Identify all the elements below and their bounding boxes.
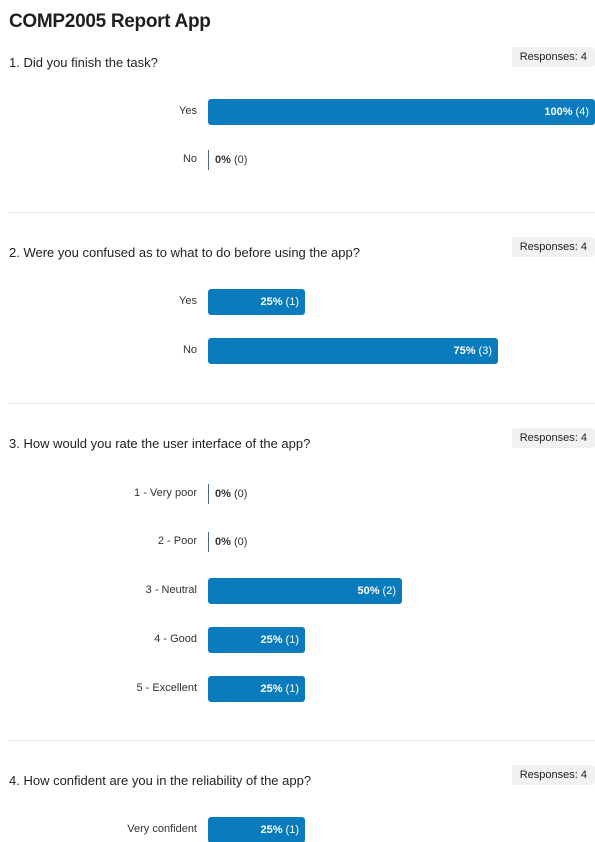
answer-bar: 75% (3): [208, 338, 498, 364]
question-section: 3. How would you rate the user interface…: [0, 428, 595, 702]
answer-count: (1): [285, 296, 299, 308]
answer-value: 25% (1): [260, 634, 299, 646]
section-divider: [9, 403, 595, 404]
question-title: 4. How confident are you in the reliabil…: [9, 773, 312, 788]
answer-row: Very confident 25% (1): [0, 817, 595, 842]
answer-value: 0% (0): [215, 154, 247, 166]
answer-percent: 0%: [215, 154, 231, 166]
answer-bar: [208, 484, 209, 504]
answer-count: (4): [575, 106, 589, 118]
answer-value: 0% (0): [215, 488, 247, 500]
answer-value: 25% (1): [260, 824, 299, 836]
answer-count: (1): [285, 634, 299, 646]
answer-count: (1): [285, 824, 299, 836]
answer-label: 4 - Good: [154, 633, 197, 645]
answer-bar: 50% (2): [208, 578, 402, 604]
answer-bar: [208, 150, 209, 170]
answer-row: 5 - Excellent 25% (1): [0, 676, 595, 702]
answer-label: No: [182, 344, 197, 356]
section-divider: [9, 740, 595, 741]
answer-label: Very confident: [127, 823, 197, 835]
answer-row: 2 - Poor 0% (0): [0, 529, 595, 555]
answer-percent: 0%: [215, 536, 231, 548]
answer-value: 25% (1): [260, 296, 299, 308]
answer-bar: [208, 532, 209, 552]
answer-row: Yes 100% (4): [0, 99, 595, 125]
answer-label: Yes: [179, 295, 197, 307]
answer-row: No 0% (0): [0, 147, 595, 173]
answer-label: Yes: [179, 105, 197, 117]
question-title: 2. Were you confused as to what to do be…: [9, 245, 360, 260]
answer-count: (0): [233, 154, 248, 166]
question-title: 1. Did you finish the task?: [9, 55, 158, 70]
answer-label: 5 - Excellent: [136, 682, 197, 694]
question-section: 2. Were you confused as to what to do be…: [0, 237, 595, 425]
answer-row: 3 - Neutral 50% (2): [0, 578, 595, 604]
answer-label: 1 - Very poor: [134, 487, 197, 499]
answer-percent: 50%: [357, 585, 380, 597]
answer-label: No: [182, 153, 197, 165]
question-section: 1. Did you finish the task? Responses: 4 Y…: [0, 47, 595, 235]
answer-count: (2): [382, 585, 396, 597]
question-section: 4. How confident are you in the reliabil…: [0, 765, 595, 842]
answer-row: Yes 25% (1): [0, 289, 595, 315]
answer-row: 4 - Good 25% (1): [0, 627, 595, 653]
answer-percent: 25%: [260, 683, 283, 695]
answer-percent: 25%: [260, 296, 283, 308]
answer-bar: 25% (1): [208, 676, 305, 702]
answer-value: 50% (2): [357, 585, 396, 597]
answer-label: 2 - Poor: [157, 535, 197, 547]
answer-count: (1): [285, 683, 299, 695]
answer-percent: 0%: [215, 488, 231, 500]
answer-percent: 75%: [453, 345, 476, 357]
answer-value: 75% (3): [453, 345, 492, 357]
answer-value: 25% (1): [260, 683, 299, 695]
answer-value: 100% (4): [544, 106, 589, 118]
question-title: 3. How would you rate the user interface…: [9, 436, 311, 451]
answer-value: 0% (0): [215, 536, 247, 548]
responses-badge: Responses: 4: [511, 765, 595, 785]
answer-label: 3 - Neutral: [145, 584, 197, 596]
answer-row: No 75% (3): [0, 338, 595, 364]
responses-badge: Responses: 4: [511, 47, 595, 67]
answer-bar: 25% (1): [208, 817, 305, 842]
answer-bar: 25% (1): [208, 627, 305, 653]
section-divider: [9, 212, 595, 213]
answer-percent: 25%: [260, 824, 283, 836]
answer-percent: 25%: [260, 634, 283, 646]
app-title: COMP2005 Report App: [9, 11, 211, 32]
answer-bar: 100% (4): [208, 99, 595, 125]
answer-count: (0): [233, 536, 248, 548]
answer-count: (3): [478, 345, 492, 357]
responses-badge: Responses: 4: [511, 428, 595, 448]
answer-bar: 25% (1): [208, 289, 305, 315]
answer-percent: 100%: [544, 106, 573, 118]
answer-row: 1 - Very poor 0% (0): [0, 481, 595, 507]
responses-badge: Responses: 4: [511, 237, 595, 257]
answer-count: (0): [233, 488, 248, 500]
